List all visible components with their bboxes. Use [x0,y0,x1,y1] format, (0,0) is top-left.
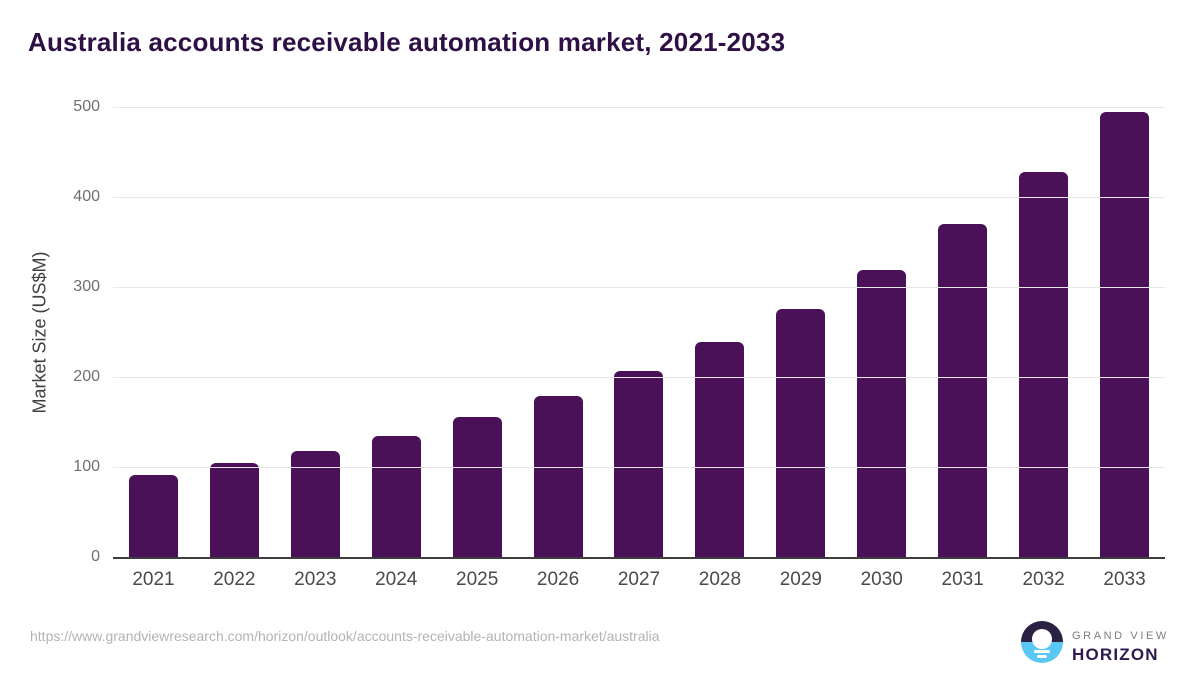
y-axis-title: Market Size (US$M) [22,107,58,557]
bar-2028 [695,341,745,557]
bar-column-2028 [679,107,760,557]
x-tick-label-2032: 2032 [1022,569,1065,590]
gridline-400 [113,197,1165,198]
x-tick-label-2030: 2030 [860,569,903,590]
y-axis-title-text: Market Size (US$M) [29,250,50,414]
bar-column-2032 [1003,107,1084,557]
grand-view-horizon-logo: GRAND VIEW HORIZON [1021,621,1169,665]
bar-column-2030 [841,107,922,557]
horizon-sun-icon [1021,621,1063,663]
bar-2022 [209,463,259,557]
gridline-300 [113,287,1165,288]
logo-reflection-line-1 [1034,650,1050,653]
bar-2023 [290,450,340,557]
x-tick-label-2026: 2026 [536,569,580,590]
logo-text-block: GRAND VIEW HORIZON [1072,621,1169,665]
x-tick-label-2023: 2023 [294,569,337,590]
bar-column-2033 [1084,107,1165,557]
x-tick-label-2027: 2027 [617,569,661,590]
brand-name-top: GRAND VIEW [1072,630,1169,642]
bar-2024 [371,435,421,557]
bar-column-2029 [760,107,841,557]
x-tick-label-2031: 2031 [941,569,984,590]
y-tick-label-300: 300 [73,278,100,295]
logo-reflection-line-2 [1037,655,1047,658]
bar-2026 [533,395,583,557]
bar-2032 [1019,171,1069,557]
bar-2030 [857,269,907,557]
y-tick-label-0: 0 [91,548,100,565]
chart-title: Australia accounts receivable automation… [28,27,786,57]
x-tick-label-2022: 2022 [213,569,256,590]
bar-column-2021 [113,107,194,557]
x-tick-label-2025: 2025 [456,569,499,590]
bar-column-2025 [437,107,518,557]
y-tick-label-100: 100 [73,458,100,475]
bar-column-2022 [194,107,275,557]
gridline-100 [113,467,1165,468]
bar-column-2024 [356,107,437,557]
gridline-200 [113,377,1165,378]
gridline-500 [113,107,1165,108]
x-tick-label-2028: 2028 [698,569,742,590]
bar-2033 [1100,111,1150,557]
y-tick-label-500: 500 [73,98,100,115]
y-tick-label-200: 200 [73,368,100,385]
bar-column-2031 [922,107,1003,557]
x-axis-labels: 2021 2022 2023 2024 2025 2026 2027 2028 2029 2030… [113,569,1165,591]
bar-column-2023 [275,107,356,557]
bar-series [113,107,1165,557]
plot-area: 0 100 200 300 400 500 [73,99,1165,565]
bar-column-2026 [518,107,599,557]
bar-2027 [614,370,664,557]
bar-2031 [938,224,988,557]
source-url: https://www.grandviewresearch.com/horizo… [30,628,660,644]
brand-name-bottom: HORIZON [1072,645,1159,664]
bar-2029 [776,308,826,557]
x-tick-label-2029: 2029 [779,569,822,590]
x-tick-label-2021: 2021 [132,569,175,590]
x-tick-label-2033: 2033 [1103,569,1146,590]
logo-sun-hole [1032,629,1052,649]
bar-2021 [128,475,178,557]
y-tick-label-400: 400 [73,188,100,205]
bar-column-2027 [599,107,680,557]
x-tick-label-2024: 2024 [375,569,418,590]
bar-2025 [452,416,502,557]
